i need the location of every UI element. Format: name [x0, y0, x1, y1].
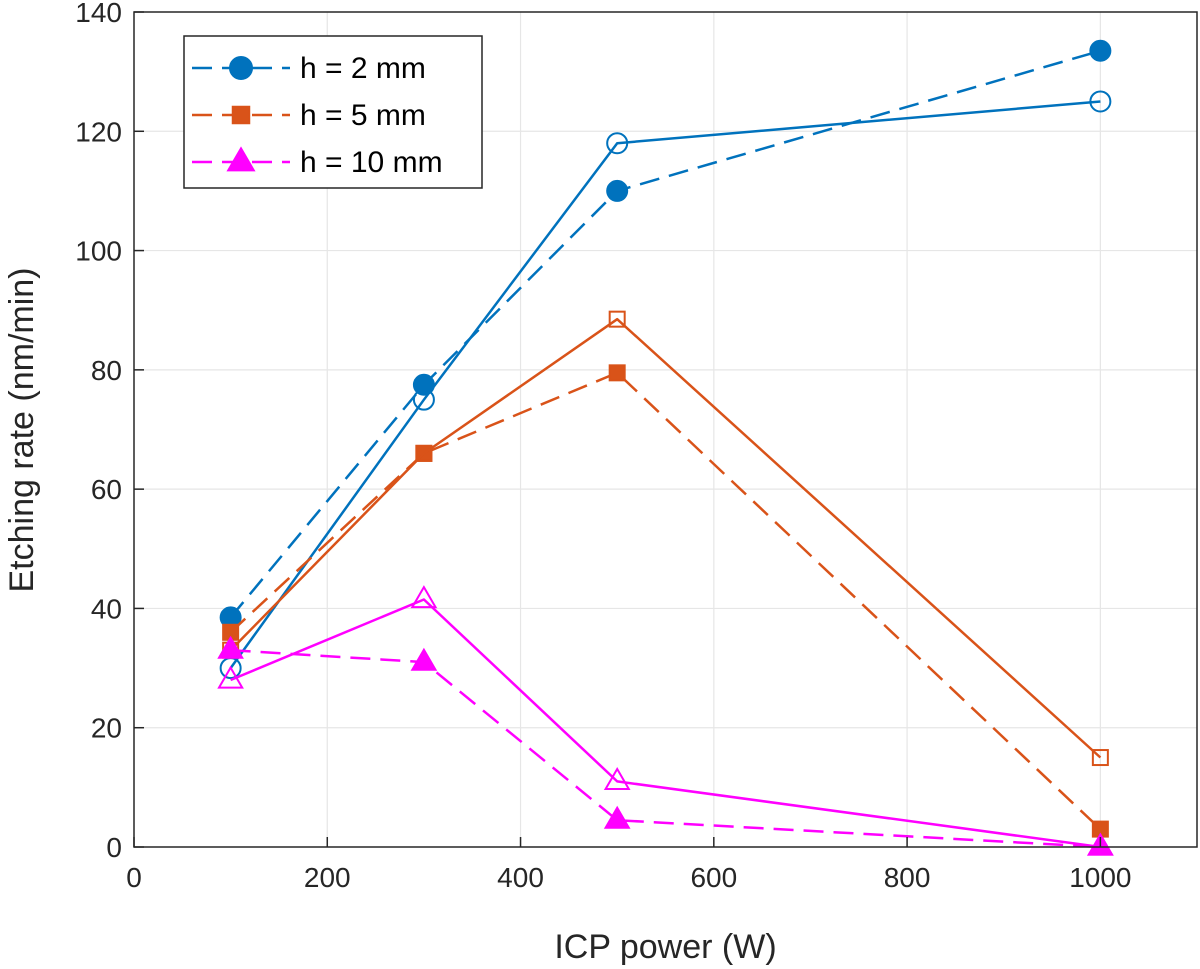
data-point-square [415, 444, 433, 462]
data-point-triangle [603, 805, 631, 829]
y-tick-label: 120 [75, 116, 122, 147]
plot-frame [133, 11, 1198, 848]
x-axis-label: ICP power (W) [554, 928, 776, 966]
y-tick-label: 40 [91, 593, 122, 624]
legend-label: h = 5 mm [300, 99, 426, 132]
y-tick-label: 100 [75, 236, 122, 267]
x-tick-label: 800 [884, 862, 931, 893]
legend-label: h = 10 mm [300, 146, 443, 179]
y-tick-label: 80 [91, 355, 122, 386]
series-1 [219, 39, 1112, 629]
legend-item-3: h = 10 mm [192, 146, 443, 179]
y-tick-label: 60 [91, 474, 122, 505]
data-point-triangle [217, 635, 244, 659]
legend-label: h = 2 mm [300, 52, 426, 85]
series-6 [217, 585, 1114, 856]
grid-lines [134, 12, 1197, 847]
data-point-triangle [410, 647, 438, 671]
series-line [229, 371, 1102, 831]
data-point-triangle [1087, 832, 1114, 856]
y-tick-label: 20 [91, 713, 122, 744]
series-line [229, 100, 1101, 669]
legend-marker-square [231, 105, 251, 125]
data-point-circle [1089, 90, 1112, 113]
data-point-circle [606, 132, 629, 155]
x-tick-label: 0 [126, 862, 142, 893]
legend-marker-circle [229, 56, 253, 80]
x-tick-label: 200 [304, 862, 351, 893]
legend-item-2: h = 5 mm [192, 99, 426, 132]
data-point-square [1091, 749, 1109, 767]
legend-item-1: h = 2 mm [192, 52, 426, 85]
x-tick-label: 400 [497, 862, 544, 893]
legend-marker-triangle [226, 146, 256, 172]
series-line [229, 317, 1102, 759]
y-axis-label: Etching rate (nm/min) [3, 268, 41, 593]
legend: h = 2 mm h = 5 mm h = 10 mm [183, 35, 483, 189]
data-point-triangle [410, 585, 438, 609]
data-point-circle [1089, 39, 1112, 62]
series-line [230, 598, 1101, 849]
y-tick-label: 140 [75, 0, 122, 28]
data-point-square [608, 310, 626, 328]
series-layer [217, 39, 1114, 856]
axis-ticks: 0 200 400 600 800 1000 0 20 40 60 80 100 120 140 [75, 0, 1131, 893]
series-line [230, 648, 1101, 849]
data-point-triangle [603, 767, 631, 790]
data-point-triangle [217, 665, 244, 689]
y-tick-label: 0 [106, 832, 122, 863]
data-point-square [608, 364, 626, 382]
series-line [229, 49, 1101, 619]
data-point-circle [412, 388, 435, 411]
x-tick-label: 1000 [1069, 862, 1131, 893]
x-tick-label: 600 [690, 862, 737, 893]
data-point-circle [606, 179, 629, 202]
